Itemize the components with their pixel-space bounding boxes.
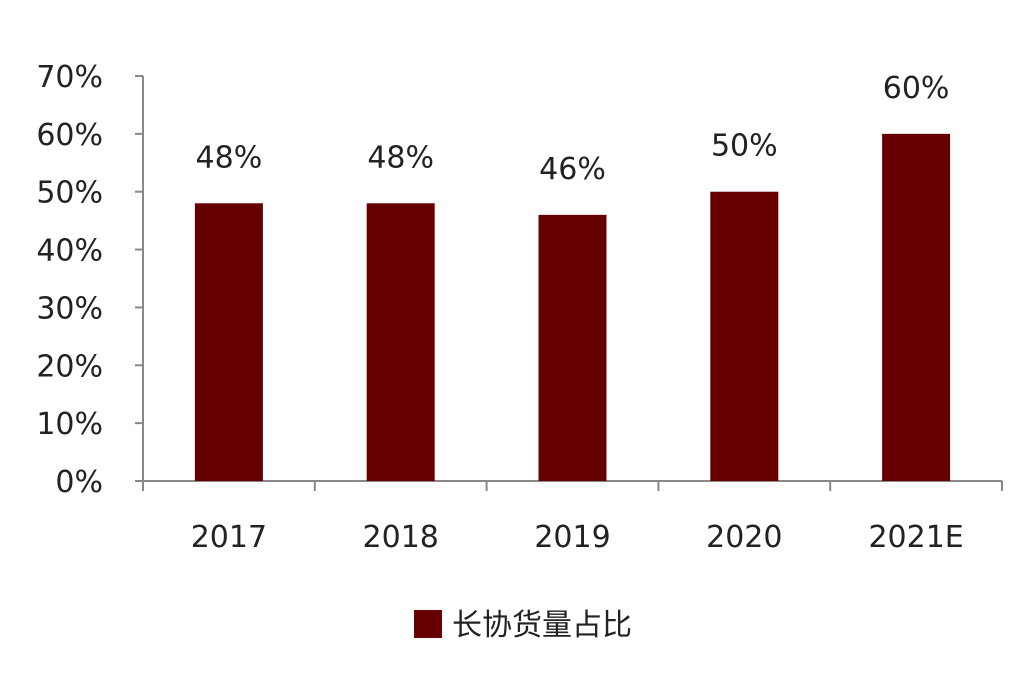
y-tick-label: 40% xyxy=(36,234,103,269)
data-label: 50% xyxy=(711,129,778,164)
y-tick-label: 70% xyxy=(36,60,103,95)
x-tick-label: 2018 xyxy=(363,520,439,555)
bar xyxy=(194,203,263,482)
bar xyxy=(882,133,951,481)
bars xyxy=(194,133,951,482)
x-tick-label: 2019 xyxy=(534,520,610,555)
x-tick-label: 2021E xyxy=(868,520,963,555)
y-tick-label: 0% xyxy=(55,465,103,500)
x-tick-label: 2020 xyxy=(706,520,782,555)
data-label: 48% xyxy=(367,140,434,175)
y-tick-label: 60% xyxy=(36,118,103,153)
legend-label: 长协货量占比 xyxy=(452,608,632,643)
bar xyxy=(366,203,435,482)
data-label: 48% xyxy=(196,140,263,175)
data-label: 46% xyxy=(539,152,606,187)
y-axis: 0% 10% 20% 30% 40% 50% 60% 70% xyxy=(36,60,144,500)
legend-swatch xyxy=(414,610,442,638)
bar xyxy=(538,214,607,481)
data-labels: 48% 48% 46% 50% 60% xyxy=(196,71,950,187)
y-tick-label: 10% xyxy=(36,407,103,442)
y-tick-label: 20% xyxy=(36,349,103,384)
y-tick-label: 30% xyxy=(36,291,103,326)
x-tick-label: 2017 xyxy=(191,520,267,555)
bar xyxy=(710,191,779,481)
legend: 长协货量占比 xyxy=(414,608,632,643)
x-axis: 2017 2018 2019 2020 2021E xyxy=(142,480,1003,555)
y-tick-label: 50% xyxy=(36,176,103,211)
data-label: 60% xyxy=(883,71,950,106)
